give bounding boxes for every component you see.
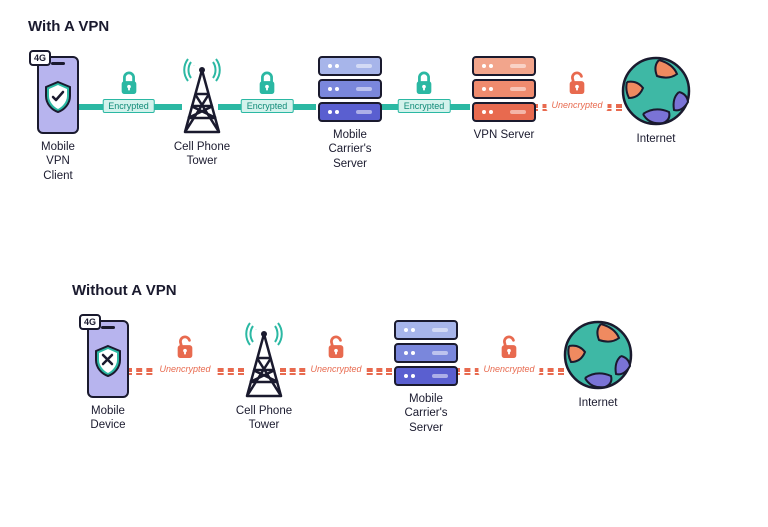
link-label: Encrypted [241, 99, 294, 113]
globe-icon [563, 320, 633, 390]
phone-icon: 4G [87, 320, 129, 398]
server-stack-icon [318, 56, 382, 122]
node-stack: Mobile Carrier'sServer [310, 56, 390, 171]
node-label: Internet [558, 396, 638, 410]
server-stack-icon [472, 56, 536, 122]
node-globe: Internet [616, 56, 696, 146]
link-encrypted: Encrypted [378, 96, 470, 118]
node-globe: Internet [558, 320, 638, 410]
link-label: Unencrypted [478, 363, 539, 375]
server-stack-icon [394, 320, 458, 386]
badge-4g: 4G [29, 50, 51, 66]
lock-open-icon [498, 334, 520, 360]
node-stack: Mobile Carrier'sServer [386, 320, 466, 435]
link-unencrypted: Unencrypted [126, 360, 244, 382]
lock-open-icon [174, 334, 196, 360]
badge-4g: 4G [79, 314, 101, 330]
node-phone: 4G Mobile VPNClient [28, 56, 88, 183]
node-label: Mobile Carrier'sServer [386, 392, 466, 435]
shield-icon [43, 80, 73, 114]
link-label: Unencrypted [305, 363, 366, 375]
section-title: With A VPN [28, 18, 109, 35]
lock-closed-icon [413, 70, 435, 96]
globe-icon [621, 56, 691, 126]
link-unencrypted: Unencrypted [532, 96, 622, 118]
link-encrypted: Encrypted [75, 96, 182, 118]
link-encrypted: Encrypted [218, 96, 316, 118]
link-unencrypted: Unencrypted [454, 360, 564, 382]
link-label: Unencrypted [154, 363, 215, 375]
phone-icon: 4G [37, 56, 79, 134]
lock-closed-icon [256, 70, 278, 96]
section-title: Without A VPN [72, 282, 177, 299]
link-unencrypted: Unencrypted [280, 360, 392, 382]
node-label: Cell PhoneTower [172, 140, 232, 169]
node-label: Mobile Device [78, 404, 138, 433]
link-label: Unencrypted [546, 99, 607, 111]
tower-icon [177, 56, 227, 134]
lock-open-icon [325, 334, 347, 360]
node-label: VPN Server [464, 128, 544, 142]
node-label: Cell PhoneTower [234, 404, 294, 433]
node-phone: 4G Mobile Device [78, 320, 138, 433]
node-label: Mobile Carrier'sServer [310, 128, 390, 171]
node-tower: Cell PhoneTower [234, 320, 294, 433]
node-label: Mobile VPNClient [28, 140, 88, 183]
lock-open-icon [566, 70, 588, 96]
tower-icon [239, 320, 289, 398]
node-label: Internet [616, 132, 696, 146]
node-stack: VPN Server [464, 56, 544, 142]
link-label: Encrypted [102, 99, 155, 113]
node-tower: Cell PhoneTower [172, 56, 232, 169]
shield-icon [93, 344, 123, 378]
lock-closed-icon [118, 70, 140, 96]
link-label: Encrypted [398, 99, 451, 113]
